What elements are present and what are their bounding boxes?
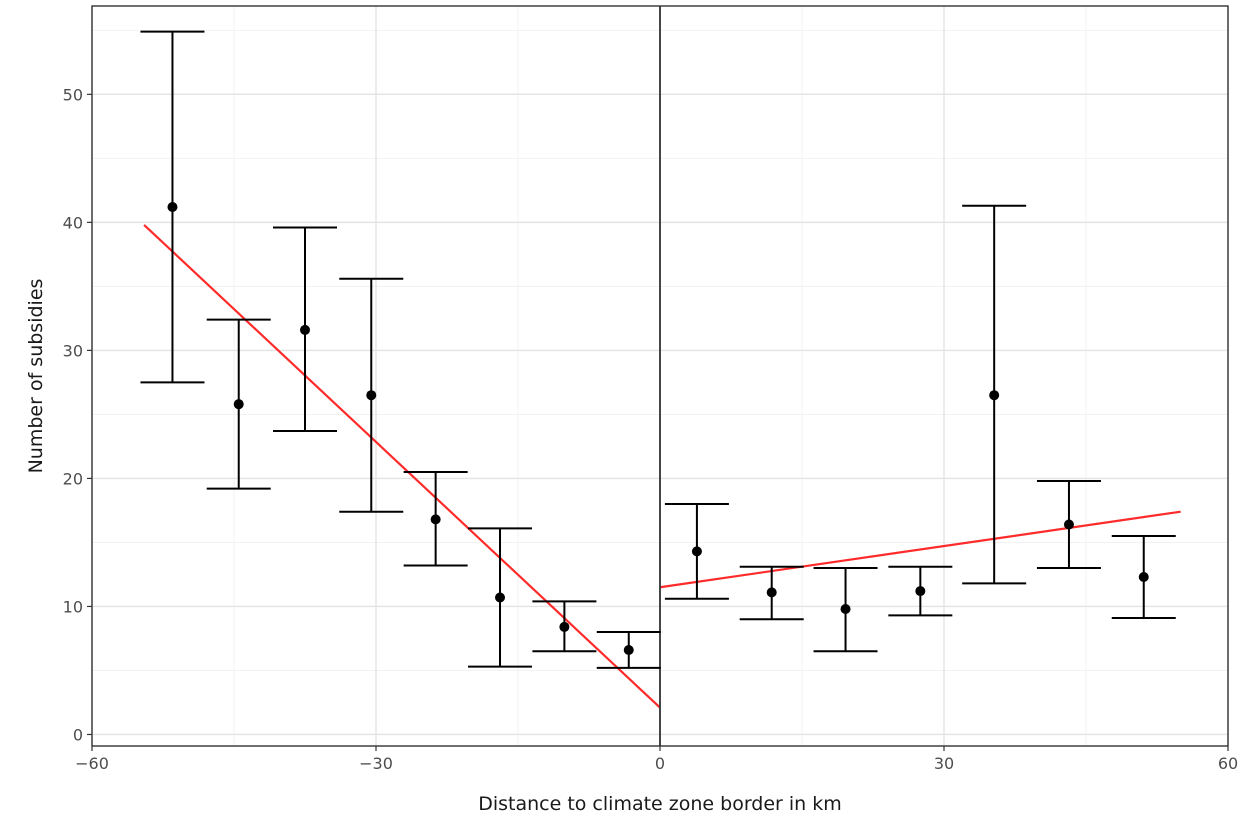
data-point [691,546,702,557]
x-axis-title: Distance to climate zone border in km [478,793,842,815]
x-tick-label: −60 [75,754,109,773]
data-point [167,202,178,213]
y-tick-label: 20 [63,469,83,488]
x-tick-label: 60 [1218,754,1238,773]
data-point [233,399,244,410]
data-point [300,324,310,335]
x-tick-label: −30 [359,754,393,773]
data-point [1063,519,1074,530]
data-point [623,644,634,655]
y-tick-label: 50 [63,85,83,104]
data-point [989,390,1000,401]
data-point [1138,572,1149,583]
fit-line-left [143,224,661,709]
y-axis-title: Number of subsidies [25,279,47,474]
data-point [366,390,377,401]
axis-ticks: −60 −30 0 30 60 0 10 20 30 40 50 [63,85,1239,773]
data-points [167,202,1149,655]
x-tick-label: 30 [934,754,954,773]
y-tick-label: 40 [63,213,83,232]
data-point [430,514,441,525]
data-point [766,587,777,598]
data-point [915,586,926,597]
y-tick-label: 0 [73,725,83,744]
x-tick-label: 0 [655,754,665,773]
data-point [840,604,851,615]
data-point [495,592,506,603]
y-tick-label: 10 [63,597,83,616]
data-point [559,621,570,632]
fit-line-right [659,510,1181,589]
fit-lines [143,224,1181,709]
y-tick-label: 30 [63,341,83,360]
